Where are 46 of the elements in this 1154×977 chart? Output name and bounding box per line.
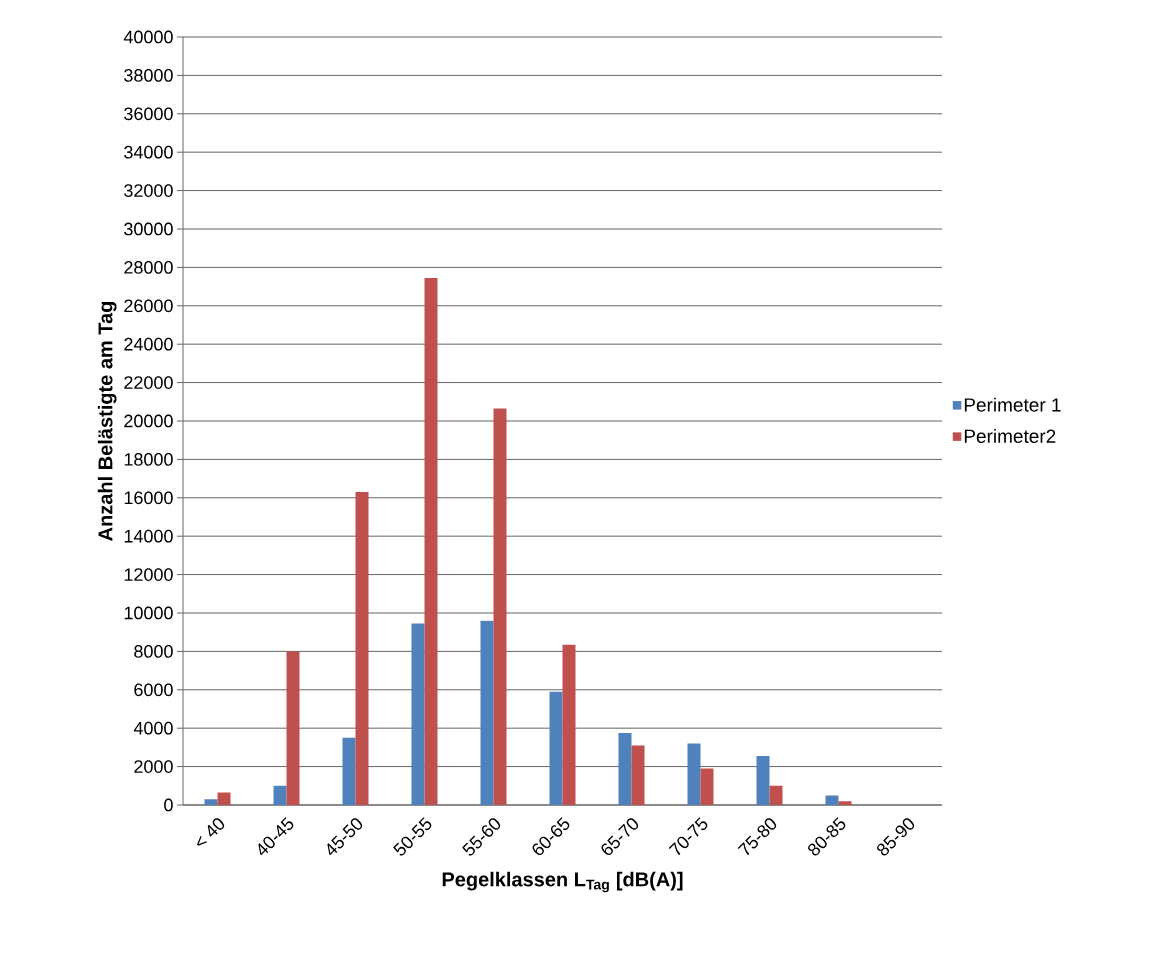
bar <box>825 795 839 805</box>
y-tick-label: 6000 <box>134 683 173 697</box>
y-tick-label: 24000 <box>124 337 173 351</box>
y-tick-label: 40000 <box>123 30 173 44</box>
y-tick-label: 28000 <box>124 261 173 274</box>
bar <box>838 801 852 805</box>
bar <box>204 799 218 805</box>
y-tick-label: 0 <box>164 798 173 812</box>
bar <box>493 408 507 805</box>
y-tick-label: 30000 <box>124 222 173 236</box>
y-tick-label: 14000 <box>124 529 173 543</box>
bar <box>562 644 576 805</box>
bar <box>631 745 645 805</box>
bar <box>355 492 369 805</box>
legend-label: Perimeter2 <box>964 428 1056 443</box>
bar <box>687 743 701 805</box>
bar <box>286 651 300 805</box>
y-tick-label: 2000 <box>134 760 173 773</box>
y-tick-label: 22000 <box>124 376 173 389</box>
bar <box>217 792 231 805</box>
y-axis-title: Anzahl Belästigte am Tag <box>97 301 117 541</box>
bar <box>411 623 425 805</box>
y-tick-label: 38000 <box>124 69 173 82</box>
y-tick-label: 4000 <box>133 721 173 735</box>
y-tick-label: 34000 <box>124 145 173 159</box>
bar <box>549 691 563 805</box>
bar <box>342 737 356 805</box>
y-tick-label: 36000 <box>124 107 173 121</box>
bar <box>424 277 438 805</box>
y-tick-label: 20000 <box>124 414 173 428</box>
y-tick-label: 26000 <box>124 299 173 313</box>
y-tick-label: 12000 <box>124 568 173 581</box>
x-tick-label: < 40 <box>197 818 225 846</box>
y-tick-label: 16000 <box>124 491 173 505</box>
y-tick-label: 32000 <box>124 184 173 197</box>
bar <box>769 785 783 805</box>
bar <box>700 768 714 805</box>
legend-label: Perimeter 1 <box>964 397 1061 412</box>
bar <box>480 620 494 805</box>
y-tick-label: 18000 <box>124 453 173 466</box>
y-tick-label: 10000 <box>124 606 173 620</box>
x-axis-title: Pegelklassen L$_{Tag}$ [dB(A)] <box>442 871 683 893</box>
y-tick-label: 8000 <box>134 645 173 658</box>
bar <box>618 732 632 805</box>
bar <box>273 785 287 805</box>
bar <box>756 756 770 805</box>
